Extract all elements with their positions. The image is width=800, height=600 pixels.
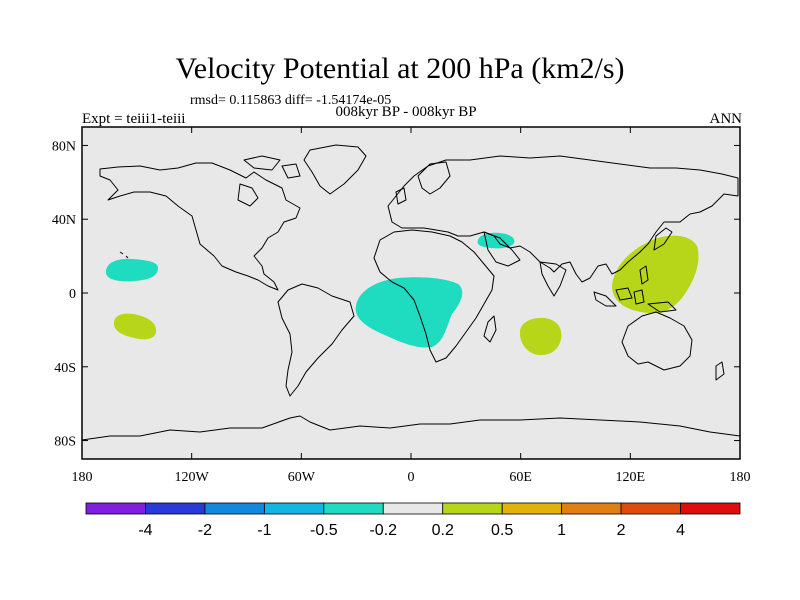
- y-tick-label: 80N: [52, 139, 76, 154]
- y-tick-label: 80S: [54, 435, 76, 450]
- colorbar-swatch: [501, 502, 563, 515]
- x-tick-label: 120E: [616, 470, 646, 485]
- anomaly-south-indian-ocean: [519, 317, 562, 356]
- x-tick-label: 0: [408, 470, 415, 485]
- x-tick-label: 180: [730, 470, 751, 485]
- coast-scandinavia: [417, 161, 451, 195]
- anomaly-layer: [106, 232, 699, 356]
- coast-africa: [373, 229, 495, 363]
- anomaly-central-pacific-south: [113, 313, 157, 340]
- colorbar-label: -0.2: [369, 522, 397, 539]
- coast-arctic-islands: [243, 155, 301, 179]
- stats-text: rmsd= 0.115863 diff= -1.54174e-05: [190, 93, 392, 108]
- colorbar-label: 4: [676, 522, 685, 539]
- coast-britain: [395, 187, 407, 205]
- coast-antarctica: [81, 415, 741, 441]
- coastlines: [81, 144, 741, 441]
- colorbar-swatch: [323, 502, 384, 515]
- colorbar-swatch: [204, 502, 265, 515]
- y-axis: 80N 40N 0 40S 80S: [52, 139, 740, 450]
- colorbar-label: 2: [617, 522, 626, 539]
- colorbar-swatch: [382, 502, 444, 515]
- colorbar-swatch: [680, 502, 741, 515]
- coast-hudson-bay: [237, 183, 259, 207]
- colorbar-label: 0.5: [491, 522, 513, 539]
- colorbar-label: -2: [198, 522, 212, 539]
- y-tick-label: 40N: [52, 213, 76, 228]
- x-tick-label: 120W: [175, 470, 210, 485]
- colorbar-swatch: [620, 502, 681, 515]
- coast-japan: [653, 227, 673, 251]
- anomaly-arabia: [477, 232, 515, 249]
- coast-north-america: [99, 162, 301, 291]
- colorbar-swatch: [442, 502, 503, 515]
- coast-arabia: [483, 231, 521, 267]
- coast-greenland: [303, 144, 367, 195]
- x-tick-label: 60E: [509, 470, 532, 485]
- x-tick-label: 60W: [288, 470, 316, 485]
- colorbar-label: -4: [138, 522, 152, 539]
- experiment-label: Expt = teiii1-teiii: [82, 111, 186, 127]
- anomaly-maritime-continent: [612, 235, 699, 314]
- colorbar-label: -0.5: [310, 522, 338, 539]
- coast-madagascar: [483, 315, 497, 343]
- colorbar-swatch: [561, 502, 622, 515]
- colorbar: -4 -2 -1 -0.5 -0.2 0.2 0.5 1 2 4: [85, 502, 741, 539]
- x-axis: 180 120W 60W 0 60E 120E 180: [72, 127, 751, 485]
- colorbar-swatch: [85, 502, 146, 515]
- colorbar-label: 1: [557, 522, 566, 539]
- colorbar-label: 0.2: [432, 522, 454, 539]
- coast-south-america: [277, 283, 355, 397]
- coast-maritime-continent: [593, 265, 677, 313]
- anomaly-central-pacific-north: [106, 258, 158, 282]
- coast-india: [539, 261, 567, 297]
- colorbar-label: -1: [257, 522, 271, 539]
- period-label: 008kyr BP - 008kyr BP: [335, 104, 477, 120]
- coast-new-zealand: [715, 361, 725, 381]
- colorbar-swatch: [145, 502, 206, 515]
- coast-australia: [621, 311, 693, 371]
- map-title: Velocity Potential at 200 hPa (km2/s): [175, 52, 625, 85]
- y-tick-label: 0: [69, 287, 76, 302]
- x-tick-label: 180: [72, 470, 93, 485]
- y-tick-label: 40S: [54, 361, 76, 376]
- colorbar-swatch: [263, 502, 325, 515]
- anomaly-equatorial-africa-atlantic: [355, 277, 463, 348]
- season-label: ANN: [709, 111, 743, 127]
- coast-hawaii: [119, 251, 129, 259]
